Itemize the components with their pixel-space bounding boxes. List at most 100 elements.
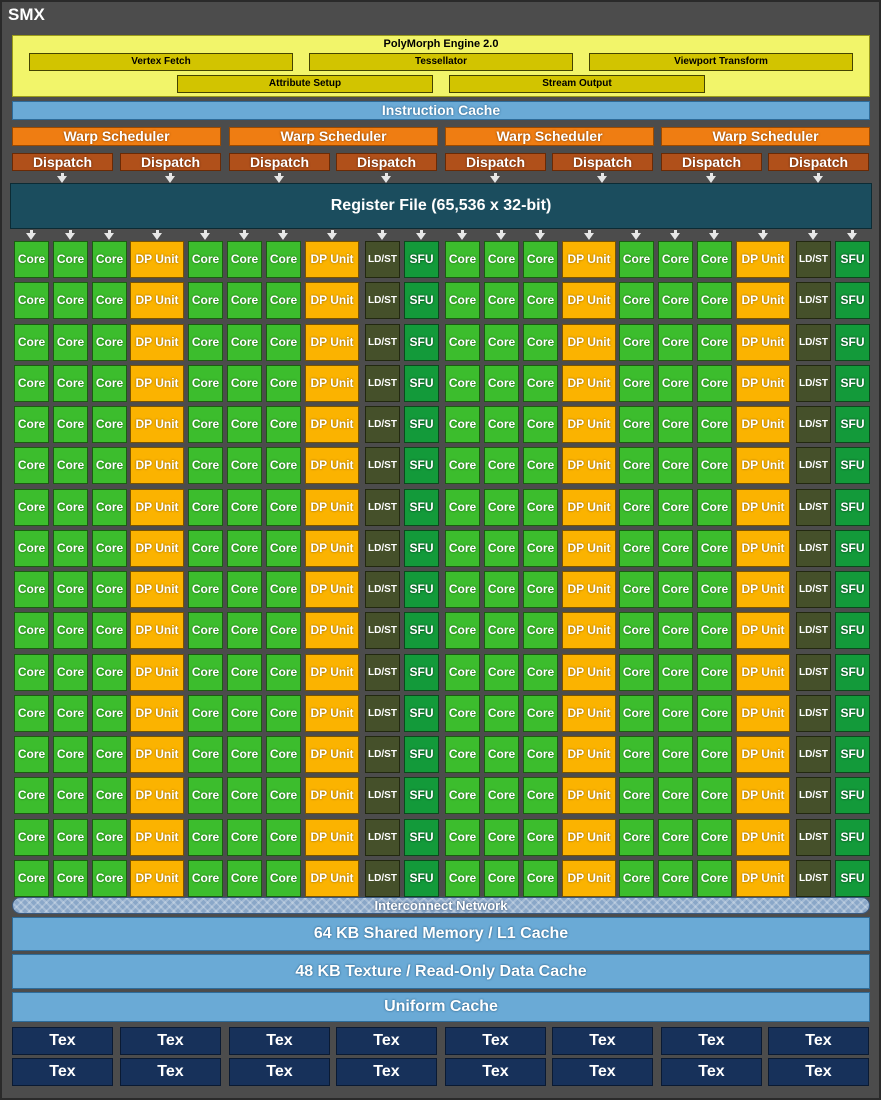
core-unit: Core xyxy=(14,529,49,567)
dispatch-unit: Dispatch xyxy=(445,153,546,171)
core-unit: Core xyxy=(227,241,262,278)
arrow-stem xyxy=(278,173,281,176)
dp-unit: DP Unit xyxy=(736,447,790,485)
core-unit: Core xyxy=(188,323,223,361)
dp-unit: DP Unit xyxy=(736,323,790,361)
down-arrow-icon xyxy=(490,176,500,183)
arrow-stem xyxy=(156,230,159,233)
down-arrow-icon xyxy=(327,233,337,240)
ldst-unit: LD/ST xyxy=(365,859,400,897)
core-unit: Core xyxy=(92,241,127,278)
down-arrow-icon xyxy=(808,233,818,240)
core-unit: Core xyxy=(14,612,49,650)
ldst-unit: LD/ST xyxy=(796,406,831,443)
down-arrow-icon xyxy=(274,176,284,183)
core-unit: Core xyxy=(658,406,693,443)
dispatch-unit: Dispatch xyxy=(336,153,437,171)
core-unit: Core xyxy=(92,612,127,650)
core-unit: Core xyxy=(619,529,654,567)
ldst-unit: LD/ST xyxy=(365,282,400,320)
sfu-unit: SFU xyxy=(835,694,870,732)
warp-scheduler: Warp Scheduler xyxy=(661,127,870,146)
tex-unit: Tex xyxy=(552,1058,653,1086)
dp-unit: DP Unit xyxy=(305,694,359,732)
core-unit: Core xyxy=(484,736,519,773)
core-unit: Core xyxy=(227,447,262,485)
down-arrow-icon xyxy=(278,233,288,240)
dp-unit: DP Unit xyxy=(130,736,184,773)
core-unit: Core xyxy=(266,488,301,526)
arrow-stem xyxy=(500,230,503,233)
core-unit: Core xyxy=(523,323,558,361)
dp-unit: DP Unit xyxy=(305,818,359,856)
arrow-stem xyxy=(61,173,64,176)
core-unit: Core xyxy=(188,447,223,485)
dp-unit: DP Unit xyxy=(736,282,790,320)
arrow-stem xyxy=(385,173,388,176)
dp-unit: DP Unit xyxy=(562,571,616,608)
core-unit: Core xyxy=(53,529,88,567)
core-unit: Core xyxy=(14,364,49,402)
arrow-stem xyxy=(851,230,854,233)
core-unit: Core xyxy=(266,406,301,443)
dp-unit: DP Unit xyxy=(305,406,359,443)
core-unit: Core xyxy=(188,529,223,567)
core-unit: Core xyxy=(92,488,127,526)
dp-unit: DP Unit xyxy=(130,859,184,897)
core-unit: Core xyxy=(53,406,88,443)
core-unit: Core xyxy=(658,241,693,278)
core-unit: Core xyxy=(445,323,480,361)
core-unit: Core xyxy=(53,612,88,650)
polymorph-engine: PolyMorph Engine 2.0 Vertex Fetch Tessel… xyxy=(12,35,870,97)
down-arrow-icon xyxy=(200,233,210,240)
arrow-stem xyxy=(282,230,285,233)
core-unit: Core xyxy=(697,282,732,320)
ldst-unit: LD/ST xyxy=(365,488,400,526)
core-unit: Core xyxy=(188,612,223,650)
ldst-unit: LD/ST xyxy=(365,406,400,443)
core-unit: Core xyxy=(53,282,88,320)
dp-unit: DP Unit xyxy=(130,818,184,856)
core-unit: Core xyxy=(53,241,88,278)
dp-unit: DP Unit xyxy=(736,736,790,773)
down-arrow-icon xyxy=(377,233,387,240)
core-unit: Core xyxy=(227,282,262,320)
core-unit: Core xyxy=(484,612,519,650)
arrow-stem xyxy=(204,230,207,233)
core-unit: Core xyxy=(227,612,262,650)
core-unit: Core xyxy=(188,859,223,897)
dp-unit: DP Unit xyxy=(562,694,616,732)
core-unit: Core xyxy=(92,529,127,567)
sfu-unit: SFU xyxy=(835,736,870,773)
core-unit: Core xyxy=(92,282,127,320)
core-unit: Core xyxy=(523,529,558,567)
tex-unit: Tex xyxy=(12,1058,113,1086)
ldst-unit: LD/ST xyxy=(796,241,831,278)
sfu-unit: SFU xyxy=(404,241,439,278)
ldst-unit: LD/ST xyxy=(796,571,831,608)
down-arrow-icon xyxy=(165,176,175,183)
sfu-unit: SFU xyxy=(835,653,870,691)
core-unit: Core xyxy=(658,488,693,526)
core-unit: Core xyxy=(697,406,732,443)
core-unit: Core xyxy=(445,777,480,815)
core-unit: Core xyxy=(484,818,519,856)
core-unit: Core xyxy=(523,406,558,443)
ldst-unit: LD/ST xyxy=(796,736,831,773)
sfu-unit: SFU xyxy=(835,406,870,443)
sfu-unit: SFU xyxy=(835,612,870,650)
core-unit: Core xyxy=(227,653,262,691)
core-unit: Core xyxy=(14,859,49,897)
ldst-unit: LD/ST xyxy=(796,694,831,732)
vertex-fetch-unit: Vertex Fetch xyxy=(29,53,293,71)
sfu-unit: SFU xyxy=(835,529,870,567)
core-unit: Core xyxy=(53,364,88,402)
core-unit: Core xyxy=(14,694,49,732)
dp-unit: DP Unit xyxy=(130,406,184,443)
dispatch-unit: Dispatch xyxy=(552,153,653,171)
core-unit: Core xyxy=(697,777,732,815)
down-arrow-icon xyxy=(239,233,249,240)
core-unit: Core xyxy=(445,571,480,608)
texture-readonly-cache: 48 KB Texture / Read-Only Data Cache xyxy=(12,954,870,989)
down-arrow-icon xyxy=(584,233,594,240)
